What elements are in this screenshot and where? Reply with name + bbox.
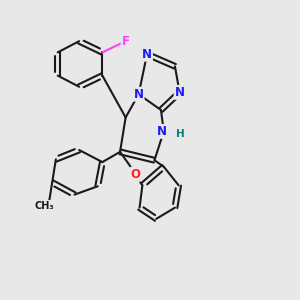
Text: CH₃: CH₃ <box>34 201 54 211</box>
Text: N: N <box>175 86 184 99</box>
Text: N: N <box>134 88 144 101</box>
Text: F: F <box>122 35 130 48</box>
Text: O: O <box>131 168 141 181</box>
Text: H: H <box>176 129 185 139</box>
Text: N: N <box>142 48 152 61</box>
Text: N: N <box>157 125 167 138</box>
